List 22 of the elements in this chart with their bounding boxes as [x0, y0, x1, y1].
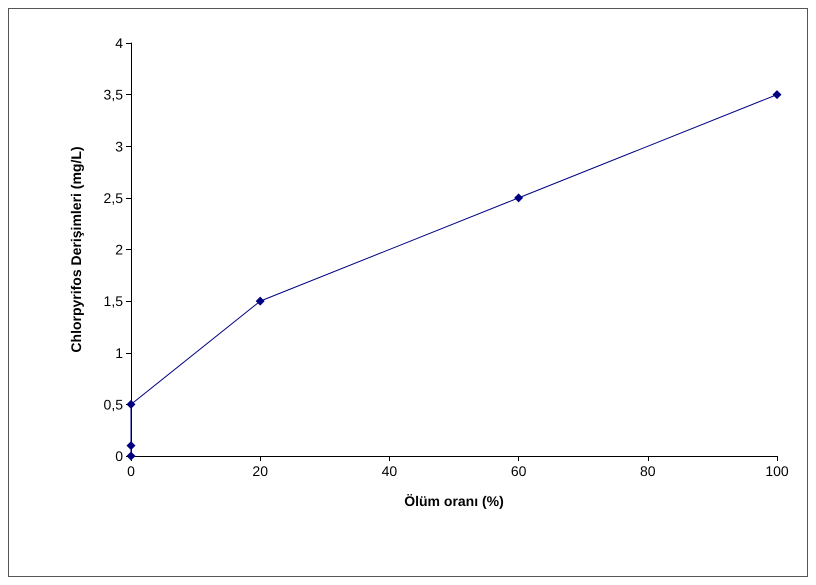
- y-tick-label: 3: [115, 138, 124, 154]
- x-tick-label: 0: [127, 463, 136, 479]
- y-tick-label: 0: [115, 448, 124, 464]
- x-tick-label: 100: [765, 463, 789, 479]
- y-axis-title: Chlorpyrifos Derişimleri (mg/L): [68, 146, 84, 353]
- point: [256, 296, 265, 306]
- point: [514, 193, 524, 202]
- x-tick-label: 20: [252, 463, 268, 479]
- y-tick-label: 3,5: [104, 86, 124, 103]
- y-tick-label: 2,5: [104, 190, 124, 206]
- y-tick-label: 2: [115, 242, 124, 258]
- point: [126, 441, 136, 450]
- y-tick-label: 4: [115, 35, 124, 51]
- x-axis-title: Ölüm oranı (%): [404, 493, 504, 509]
- point: [772, 90, 782, 100]
- x-tick-label: 40: [382, 463, 398, 479]
- x-tick-label: 60: [510, 463, 527, 479]
- y-tick-label: 0,5: [104, 396, 124, 412]
- x-tick-label: 80: [640, 463, 656, 479]
- point: [126, 400, 136, 409]
- y-tick-label: 1,5: [104, 293, 124, 310]
- y-tick-label: 1: [115, 344, 124, 361]
